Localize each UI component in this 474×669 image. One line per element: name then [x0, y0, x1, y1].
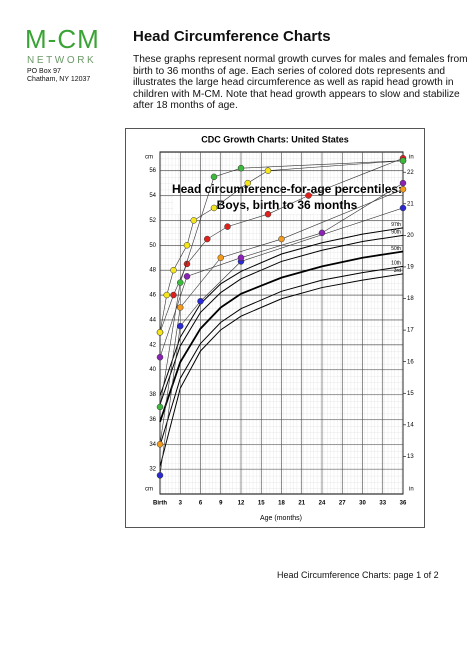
y-tick-label: 50: [149, 243, 156, 249]
logo-name: M-CM: [25, 24, 100, 54]
y-tick-label: 52: [149, 218, 156, 224]
patient-dot: [210, 204, 218, 212]
y2-unit: in: [409, 155, 414, 161]
y2-tick-label: 19: [407, 265, 414, 271]
patient-dot: [190, 217, 197, 224]
patient-dot: [163, 291, 170, 299]
percentile-label: 97th: [391, 222, 401, 228]
y-tick-label: 32: [149, 467, 156, 473]
patient-dot: [237, 254, 245, 261]
percentile-curve: [159, 265, 404, 446]
patient-dot: [156, 329, 164, 336]
y2-tick-label: 22: [407, 170, 414, 176]
patient-dot: [264, 167, 272, 174]
percentile-curve: [159, 227, 404, 396]
page-title: Head Circumference Charts: [133, 28, 331, 45]
patient-dot: [204, 235, 211, 243]
x-tick-label: 6: [199, 501, 203, 507]
y-tick-label: 46: [149, 293, 156, 299]
patient-dot: [156, 441, 164, 448]
x-tick-label: 24: [319, 501, 326, 507]
y-tick-label: 54: [149, 193, 156, 199]
patient-dot: [244, 179, 251, 187]
y2-tick-label: 17: [407, 328, 414, 334]
y2-tick-label: 18: [407, 296, 414, 302]
x-tick-label: 3: [179, 501, 183, 507]
chart: CDC Growth Charts: United States Head ci…: [125, 128, 425, 528]
x-tick-label: 36: [400, 501, 407, 507]
y-tick-label: 38: [149, 392, 156, 398]
y-tick-label: 34: [149, 442, 156, 448]
y2-tick-label: 21: [407, 201, 414, 207]
y2-tick-label: 13: [407, 454, 414, 460]
address-line: Chatham, NY 12037: [27, 76, 91, 83]
intro-line: birth to 36 months of age. Each series o…: [133, 65, 446, 77]
patient-dot: [399, 186, 407, 193]
x-tick-label: 33: [379, 501, 386, 507]
patient-line: [159, 157, 404, 333]
percentile-label: 10th: [391, 261, 401, 267]
patient-dot: [399, 204, 407, 212]
percentile-label: 3rd: [394, 268, 401, 274]
patient-dot: [217, 254, 224, 261]
x-tick-label: 15: [258, 501, 265, 507]
patient-dot: [156, 403, 164, 411]
percentile-label: 90th: [391, 230, 401, 236]
y2-unit: in: [409, 487, 414, 493]
footer: Head Circumference Charts: page 1 of 2: [277, 570, 439, 580]
y2-tick-label: 20: [407, 233, 414, 239]
x-tick-label: Birth: [153, 501, 167, 507]
y-tick-label: 56: [149, 168, 156, 174]
patient-dot: [156, 353, 164, 361]
y-tick-label: 44: [149, 317, 156, 323]
x-axis-label: Age (months): [260, 515, 302, 522]
patient-dot: [170, 266, 177, 274]
y2-tick-label: 16: [407, 359, 414, 365]
percentile-curve: [159, 234, 404, 405]
patient-dot: [237, 164, 245, 172]
patient-dot: [224, 223, 231, 230]
y-tick-label: 40: [149, 367, 156, 373]
patient-dot: [183, 242, 191, 249]
x-tick-label: 27: [339, 501, 346, 507]
patient-dot: [177, 279, 184, 286]
x-tick-label: 12: [238, 501, 245, 507]
y-tick-label: 42: [149, 342, 156, 348]
percentile-label: 50th: [391, 246, 401, 252]
patient-dot: [197, 297, 204, 305]
patient-dot: [399, 179, 407, 187]
x-tick-label: 9: [219, 501, 223, 507]
patient-dot: [183, 273, 191, 280]
x-tick-label: 21: [298, 501, 305, 507]
patient-dot: [177, 322, 184, 330]
intro-line: after 18 months of age.: [133, 100, 238, 111]
patient-dot: [318, 229, 326, 237]
intro-line: These graphs represent normal growth cur…: [133, 54, 468, 65]
x-tick-label: 30: [359, 501, 366, 507]
intro-line: illustrates the large head circumference…: [133, 77, 454, 88]
y-unit: cm: [145, 487, 153, 493]
y-tick-label: 48: [149, 268, 156, 274]
patient-dot: [305, 192, 312, 199]
patient-dot: [156, 472, 164, 479]
address-line: PO Box 97: [27, 68, 61, 75]
patient-dot: [170, 291, 177, 299]
patient-dot: [278, 235, 285, 243]
logo-subtitle: NETWORK: [27, 55, 97, 66]
percentile-curve: [159, 273, 404, 467]
percentile-curve: [159, 250, 404, 423]
patient-dot: [264, 210, 272, 218]
patient-dot: [210, 173, 218, 181]
x-tick-label: 18: [278, 501, 285, 507]
intro-line: children with M-CM. Note that head growt…: [133, 88, 460, 100]
y2-tick-label: 14: [407, 422, 414, 428]
y2-tick-label: 15: [407, 391, 414, 397]
y-tick-label: 36: [149, 417, 156, 423]
chart-title: CDC Growth Charts: United States: [201, 134, 349, 144]
patient-dot: [177, 304, 184, 311]
y-unit: cm: [145, 155, 153, 161]
patient-dot: [399, 157, 407, 164]
chart-subtitle: Head circumference-for-age percentiles:: [172, 182, 402, 196]
